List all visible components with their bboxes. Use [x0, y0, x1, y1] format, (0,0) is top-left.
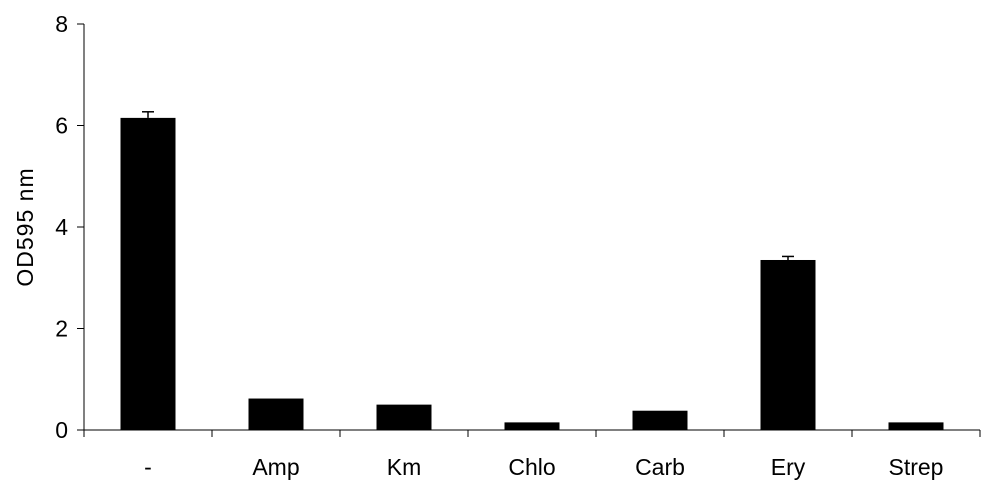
bars — [120, 117, 944, 430]
bar — [760, 259, 816, 430]
bar — [632, 410, 688, 430]
y-tick-label: 6 — [55, 113, 68, 139]
x-tick-label: Ery — [771, 454, 806, 480]
x-tick-label: - — [144, 454, 152, 480]
y-axis-title: OD595 nm — [12, 167, 38, 286]
bar — [376, 404, 432, 430]
y-tick-label: 2 — [55, 316, 68, 342]
y-tick-labels: 0 2 4 6 8 — [55, 11, 68, 443]
bar — [248, 398, 304, 430]
x-tick-labels: - Amp Km Chlo Carb Ery Strep — [144, 454, 943, 480]
bar — [120, 117, 176, 430]
bar — [504, 422, 560, 430]
bar — [888, 422, 944, 430]
x-axis — [83, 429, 981, 437]
y-tick-label: 4 — [55, 214, 68, 240]
x-tick-label: Km — [387, 454, 422, 480]
y-tick-label: 8 — [55, 11, 68, 37]
error-bars — [142, 111, 794, 260]
y-axis — [77, 23, 85, 431]
x-tick-label: Amp — [252, 454, 299, 480]
x-tick-label: Carb — [635, 454, 685, 480]
x-tick-label: Strep — [889, 454, 944, 480]
y-tick-label: 0 — [55, 417, 68, 443]
x-tick-label: Chlo — [508, 454, 555, 480]
